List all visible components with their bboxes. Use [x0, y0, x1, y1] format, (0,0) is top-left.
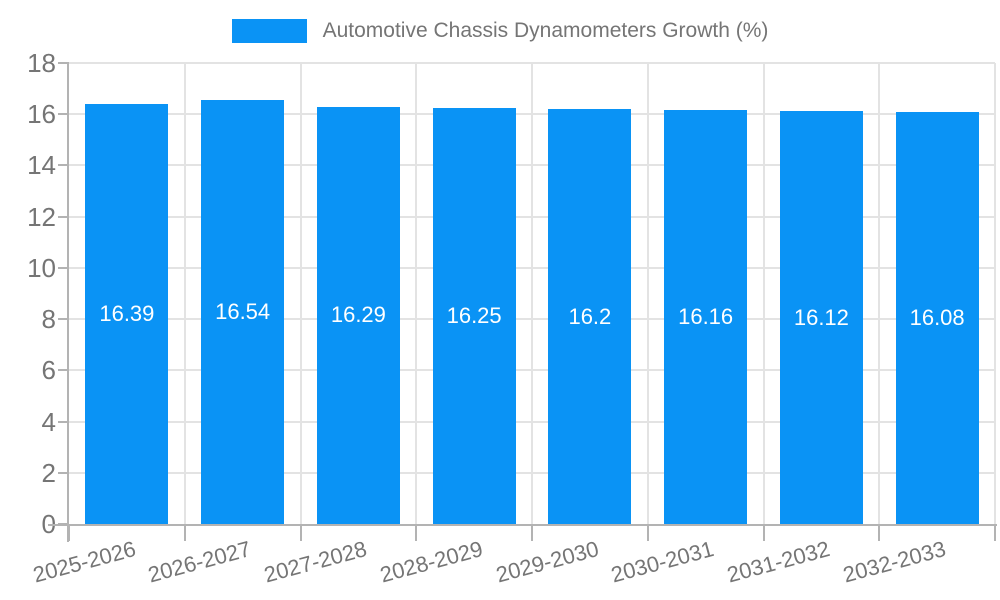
y-tick — [58, 369, 69, 372]
bar[interactable] — [895, 112, 979, 524]
gridline-v — [299, 63, 302, 524]
x-tick — [299, 524, 302, 541]
x-tick-label: 2032-2033 — [840, 536, 949, 588]
gridline-v — [415, 63, 418, 524]
x-tick — [762, 524, 765, 541]
x-tick — [415, 524, 418, 541]
bar-value-label: 16.16 — [678, 304, 734, 330]
gridline-v — [994, 63, 996, 524]
y-tick — [58, 420, 69, 423]
y-tick-label: 12 — [27, 201, 56, 232]
y-tick-label: 6 — [41, 355, 56, 386]
bar-value-label: 16.39 — [99, 301, 155, 327]
y-tick — [58, 215, 69, 218]
legend-label: Automotive Chassis Dynamometers Growth (… — [322, 19, 769, 42]
gridline-v — [531, 63, 533, 524]
y-tick — [58, 164, 69, 167]
y-tick-label: 8 — [41, 304, 56, 335]
bar-value-label: 16.25 — [446, 302, 502, 328]
bar[interactable] — [316, 106, 400, 524]
gridline-v — [762, 63, 765, 524]
x-tick-label: 2027-2028 — [261, 536, 370, 588]
bar[interactable] — [548, 109, 632, 524]
y-tick-label: 16 — [27, 99, 56, 130]
y-tick — [58, 266, 69, 269]
legend: Automotive Chassis Dynamometers Growth (… — [0, 17, 1000, 45]
gridline-v — [646, 63, 649, 524]
bar[interactable] — [201, 100, 285, 524]
bar-value-label: 16.12 — [793, 304, 849, 330]
bar[interactable] — [432, 107, 516, 524]
x-axis-line — [48, 524, 997, 526]
y-tick — [58, 471, 69, 474]
y-tick-label: 10 — [27, 252, 56, 283]
x-tick — [68, 524, 70, 541]
y-tick-label: 14 — [27, 150, 56, 181]
x-tick-label: 2028-2029 — [377, 536, 486, 588]
bar-value-label: 16.54 — [215, 299, 271, 325]
y-tick-label: 4 — [41, 406, 56, 437]
bar[interactable] — [779, 111, 863, 524]
bar-value-label: 16.29 — [330, 302, 386, 328]
y-tick — [58, 318, 69, 321]
gridline-v — [878, 63, 881, 524]
x-tick — [646, 524, 649, 541]
x-tick-label: 2026-2027 — [145, 536, 254, 588]
x-tick — [531, 524, 533, 541]
y-axis-line — [67, 63, 69, 542]
x-tick — [994, 524, 996, 541]
bar[interactable] — [664, 110, 748, 524]
bar-value-label: 16.2 — [568, 303, 612, 329]
y-tick — [58, 113, 69, 116]
bar[interactable] — [85, 104, 169, 524]
x-tick — [878, 524, 881, 541]
y-tick-label: 18 — [27, 48, 56, 78]
y-tick-label: 2 — [41, 457, 56, 488]
legend-item[interactable]: Automotive Chassis Dynamometers Growth (… — [231, 17, 769, 45]
x-tick-label: 2025-2026 — [29, 536, 139, 588]
bar-value-label: 16.08 — [909, 305, 965, 331]
x-tick-label: 2029-2030 — [492, 536, 602, 588]
x-tick-label: 2030-2031 — [608, 536, 717, 588]
y-tick — [58, 62, 69, 64]
x-tick — [183, 524, 186, 541]
legend-swatch — [231, 19, 307, 43]
x-tick-label: 2031-2032 — [724, 536, 833, 588]
gridline-v — [183, 63, 186, 524]
